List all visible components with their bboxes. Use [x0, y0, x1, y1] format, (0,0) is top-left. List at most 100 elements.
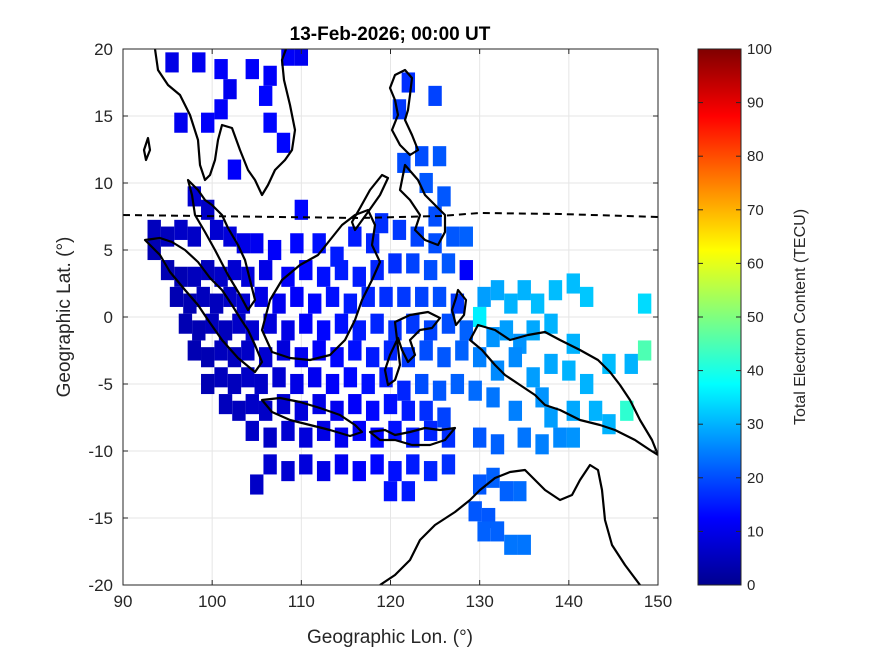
- y-tick-label: 20: [94, 40, 113, 59]
- tec-cell: [227, 347, 242, 368]
- tec-cell: [388, 461, 402, 482]
- tec-cell: [562, 360, 576, 381]
- tec-cell: [544, 407, 558, 428]
- x-tick-label: 90: [114, 592, 133, 611]
- tec-cell: [468, 501, 482, 522]
- tec-cell: [535, 387, 549, 408]
- coastline-lesser-sunda: [368, 426, 457, 447]
- tec-cell: [566, 427, 580, 448]
- tec-cell: [223, 79, 237, 100]
- tec-cell: [459, 226, 473, 247]
- tec-cell: [352, 461, 366, 482]
- colorbar-tick-label: 40: [747, 363, 764, 380]
- tec-cell: [388, 253, 402, 274]
- tec-cell: [267, 239, 282, 261]
- y-tick-label: 10: [94, 174, 113, 193]
- tec-cell: [308, 367, 322, 388]
- tec-cell: [192, 52, 206, 73]
- coastline-java: [260, 396, 364, 438]
- tec-cell: [218, 394, 233, 415]
- tec-cell: [147, 219, 161, 240]
- y-tick-label: -5: [98, 375, 113, 394]
- colorbar-tick-label: 50: [747, 309, 764, 326]
- tec-cell: [227, 373, 242, 395]
- tec-cell: [187, 340, 202, 361]
- tec-cell: [281, 320, 295, 341]
- tec-cell: [508, 400, 523, 421]
- tec-cell: [209, 219, 224, 240]
- tec-cell: [432, 286, 447, 307]
- tec-cell: [312, 233, 326, 254]
- tec-cell: [392, 219, 407, 240]
- tec-cell: [187, 266, 202, 287]
- y-axis-label: Geographic Lat. (°): [54, 237, 75, 398]
- tec-cell: [348, 394, 362, 415]
- tec-cell: [174, 112, 188, 133]
- x-axis: 90 100 110 120 130 140 150: [114, 49, 672, 611]
- x-tick-label: 140: [555, 592, 583, 611]
- coastline-mindanao: [398, 163, 447, 247]
- tec-cell: [401, 400, 416, 421]
- tec-cell: [432, 380, 447, 401]
- coastline-sumatra: [143, 236, 264, 374]
- tec-cell: [299, 313, 313, 334]
- tec-cell: [486, 387, 500, 408]
- tec-cell: [477, 286, 491, 307]
- tec-cell: [187, 226, 202, 247]
- tec-cell: [544, 353, 558, 374]
- tec-cell: [348, 226, 362, 247]
- tec-cell: [312, 340, 326, 361]
- colorbar-tick-label: 10: [747, 523, 764, 540]
- tec-cell: [450, 373, 465, 395]
- y-tick-label: 15: [94, 107, 113, 126]
- tec-cell: [174, 219, 188, 240]
- tec-cell: [535, 434, 549, 455]
- tec-cell: [437, 407, 451, 428]
- tec-cell: [214, 59, 228, 80]
- magnetic-equator-line: [123, 211, 658, 220]
- tec-cell: [517, 534, 531, 555]
- tec-cell: [423, 461, 438, 482]
- colorbar-tick-label: 80: [747, 148, 764, 165]
- tec-cell: [343, 293, 358, 314]
- coastlines: [142, 49, 658, 585]
- tec-cell: [419, 400, 433, 421]
- tec-cell: [334, 313, 349, 334]
- tec-cell: [419, 340, 433, 361]
- tec-cell: [544, 313, 558, 334]
- tec-cell: [579, 286, 594, 307]
- chart-title: 13-Feb-2026; 00:00 UT: [290, 24, 491, 45]
- y-tick-label: -15: [88, 509, 113, 528]
- tec-cell: [397, 380, 411, 401]
- tec-cell: [437, 347, 451, 368]
- tec-cell: [263, 454, 277, 475]
- tec-cell: [214, 340, 228, 361]
- x-tick-label: 130: [465, 592, 493, 611]
- tec-cell: [245, 420, 259, 441]
- tec-cell: [330, 400, 344, 421]
- tec-cell: [258, 85, 273, 106]
- colorbar: [697, 48, 742, 586]
- tec-cell: [348, 340, 362, 361]
- tec-cell: [232, 313, 246, 334]
- colorbar-tick-label: 0: [747, 577, 755, 594]
- y-tick-label: -20: [88, 576, 113, 595]
- tec-cell: [201, 373, 215, 395]
- tec-cell: [330, 347, 344, 368]
- tec-cell: [223, 226, 237, 247]
- tec-cell: [325, 373, 340, 395]
- tec-cell: [294, 199, 309, 220]
- tec-cell: [227, 159, 242, 180]
- tec-cell: [250, 474, 264, 495]
- tec-cell: [312, 394, 326, 415]
- tec-cell: [263, 313, 277, 334]
- y-axis: 20 15 10 5 0 -5 -10 -15 -20: [88, 40, 658, 595]
- tec-cell: [637, 340, 652, 361]
- tec-cell: [272, 293, 286, 314]
- coastline-halmahera: [450, 288, 468, 327]
- tec-cell: [566, 273, 580, 294]
- tec-cell: [214, 266, 228, 287]
- x-axis-label: Geographic Lon. (°): [307, 627, 473, 648]
- coastline-malay-peninsula: [186, 178, 257, 312]
- tec-cell: [316, 420, 331, 441]
